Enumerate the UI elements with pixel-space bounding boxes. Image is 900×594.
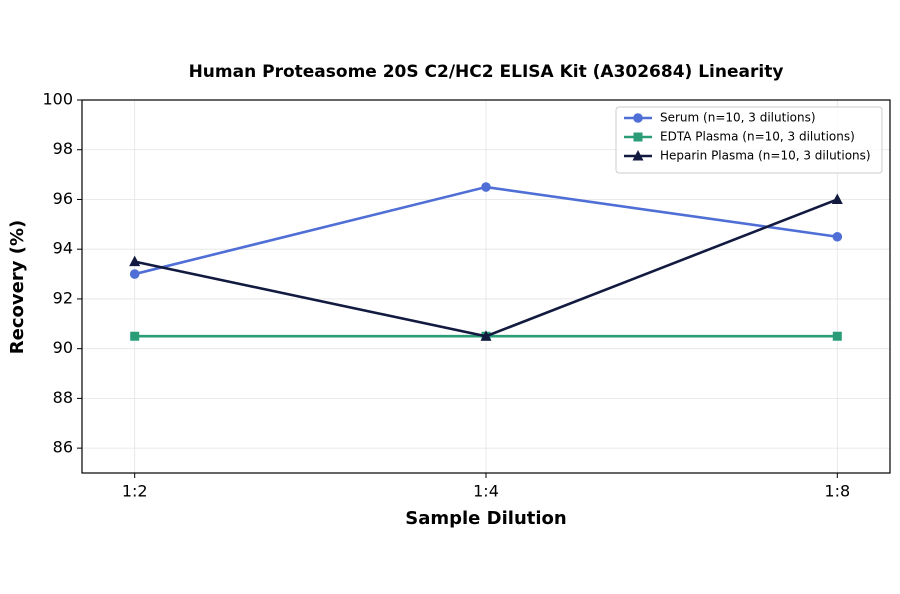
marker <box>633 132 643 142</box>
y-tick-label: 88 <box>53 388 73 407</box>
x-tick-label: 1:8 <box>824 482 850 501</box>
y-tick-label: 100 <box>42 90 73 109</box>
y-tick-label: 90 <box>53 338 73 357</box>
legend: Serum (n=10, 3 dilutions) EDTA Plasma (n=… <box>615 106 883 174</box>
marker <box>129 269 140 279</box>
marker <box>129 255 141 267</box>
legend-label: Heparin Plasma (n=10, 3 dilutions) <box>660 149 871 163</box>
legend-label: Serum (n=10, 3 dilutions) <box>660 111 816 125</box>
y-tick-label: 96 <box>53 189 73 208</box>
plot-frame <box>81 99 891 474</box>
y-tick-label: 98 <box>53 139 73 158</box>
marker <box>832 331 842 341</box>
chart-title: Human Proteasome 20S C2/HC2 ELISA Kit (A… <box>189 62 784 82</box>
marker <box>481 182 491 192</box>
marker <box>480 330 492 341</box>
y-tick-label: 86 <box>53 438 73 457</box>
marker <box>130 331 140 341</box>
x-tick-label: 1:2 <box>122 482 148 501</box>
y-tick-label: 94 <box>53 239 73 258</box>
x-axis-label: Sample Dilution <box>405 508 566 529</box>
y-tick-label: 92 <box>53 288 73 307</box>
legend-box <box>615 106 883 174</box>
legend-label: EDTA Plasma (n=10, 3 dilutions) <box>660 130 855 144</box>
y-axis-label: Recovery (%) <box>7 220 28 354</box>
x-tick-label: 1:4 <box>473 482 499 501</box>
marker <box>632 150 644 161</box>
marker <box>831 193 843 204</box>
marker <box>633 113 643 123</box>
marker <box>832 231 843 242</box>
